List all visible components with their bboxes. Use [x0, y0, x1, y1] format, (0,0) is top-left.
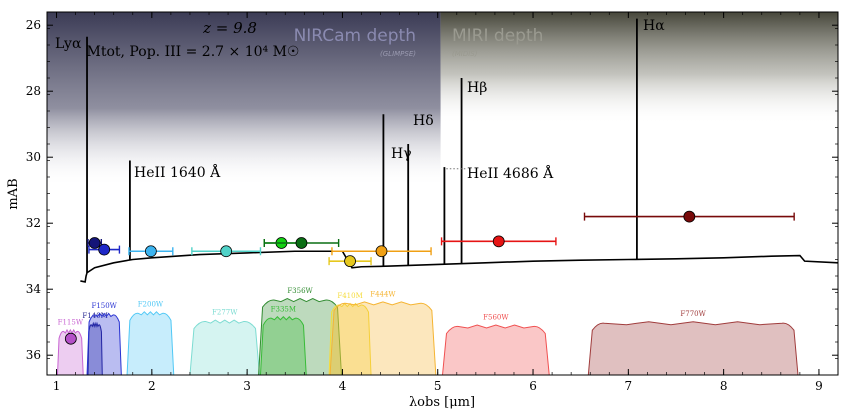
y-tick-label: 30 — [26, 150, 41, 164]
filter-curve-f200w — [126, 311, 175, 375]
y-tick-label: 36 — [26, 348, 41, 362]
photometry-f444w — [331, 245, 432, 258]
lya-label: Lyα — [55, 36, 82, 52]
point-f444w — [375, 245, 388, 258]
x-tick-label: 7 — [625, 379, 633, 393]
y-tick-label: 28 — [26, 84, 41, 98]
point-f770w — [683, 210, 696, 223]
heii4686-label: HeII 4686 Å — [467, 164, 554, 182]
point-f277w — [220, 245, 233, 258]
filter-label-f140m: F140M — [82, 312, 107, 320]
x-tick-label: 6 — [529, 379, 537, 393]
x-tick-label: 1 — [53, 379, 61, 393]
photometry-points — [64, 210, 795, 345]
filter-label-f200w: F200W — [138, 300, 164, 308]
halpha-label: Hα — [643, 18, 665, 34]
filter-label-f277w: F277W — [212, 309, 238, 317]
filter-label-f356w: F356W — [287, 287, 313, 295]
depth-region-nircam — [47, 12, 441, 187]
continuum-line — [80, 250, 838, 283]
redshift-label: z = 9.8 — [202, 19, 257, 37]
spectrum — [80, 18, 838, 283]
nircam-survey-label: (GLIMPSE) — [380, 50, 416, 58]
point-f140m — [88, 237, 101, 249]
x-axis-label: λobs [μm] — [409, 395, 475, 410]
hdelta-label: Hδ — [413, 113, 434, 129]
filter-curve-f150w — [86, 312, 122, 375]
x-tick-label: 8 — [720, 379, 728, 393]
filter-curve-f335m — [259, 316, 307, 375]
x-tick-label: 3 — [243, 379, 251, 393]
point-f560w — [492, 235, 505, 248]
point-f356w — [295, 237, 308, 249]
heii1640-label: HeII 1640 Å — [134, 163, 221, 181]
filter-label-f150w: F150W — [91, 302, 117, 310]
x-tick-label: 9 — [815, 379, 823, 393]
filter-curve-f560w — [441, 324, 550, 375]
point-f115w — [64, 332, 77, 345]
photometry-f277w — [191, 245, 262, 258]
photometry-f410m — [328, 255, 372, 268]
photometry-f356w — [263, 237, 340, 249]
x-tick-label: 5 — [434, 379, 442, 393]
y-tick-label: 26 — [26, 18, 41, 32]
y-axis-label: mAB — [6, 178, 21, 209]
filter-label-f444w: F444W — [370, 290, 396, 298]
nircam-depth-label: NIRCam depth — [294, 26, 416, 46]
depth-region-miri — [440, 12, 838, 125]
photometry-f200w — [128, 245, 174, 258]
filter-curve-f770w — [587, 321, 799, 375]
filter-curve-f444w — [329, 301, 437, 375]
filter-curve-f410m — [328, 302, 372, 375]
filter-label-f115w: F115W — [58, 318, 84, 326]
mass-label: Mtot, Pop. III = 2.7 × 10⁴ M☉ — [87, 44, 300, 60]
photometry-f560w — [440, 235, 557, 248]
x-tick-label: 4 — [339, 379, 347, 393]
point-f150w — [98, 243, 111, 256]
filter-curve-f140m — [87, 321, 103, 375]
hbeta-label: Hβ — [467, 80, 487, 96]
filter-curve-f356w — [258, 298, 342, 375]
miri-survey-label: (MIDIS) — [452, 50, 478, 58]
hgamma-label: Hγ — [391, 146, 412, 162]
filter-curve-f115w — [56, 328, 84, 375]
photometry-f115w — [64, 332, 77, 345]
filter-label-f770w: F770W — [680, 310, 706, 318]
point-f410m — [344, 255, 356, 268]
filter-label-f410m: F410M — [337, 292, 362, 300]
photometry-f150w — [88, 243, 121, 256]
photometry-f770w — [583, 210, 795, 223]
y-tick-label: 34 — [26, 282, 42, 296]
filter-label-f560w: F560W — [483, 314, 509, 322]
filter-curve-f277w — [189, 319, 261, 375]
x-tick-label: 2 — [148, 379, 156, 393]
photometry-f140m — [87, 237, 103, 249]
depth-regions — [47, 12, 838, 187]
point-f200w — [144, 245, 157, 258]
filter-label-f335m: F335M — [271, 305, 296, 313]
miri-depth-label: MIRI depth — [452, 26, 543, 46]
y-tick-label: 32 — [26, 216, 41, 230]
